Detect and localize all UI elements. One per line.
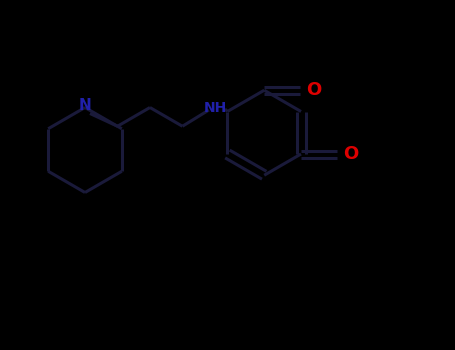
Text: O: O [306,81,322,99]
Text: O: O [343,145,358,163]
Text: NH: NH [203,100,227,114]
Text: N: N [79,98,91,112]
